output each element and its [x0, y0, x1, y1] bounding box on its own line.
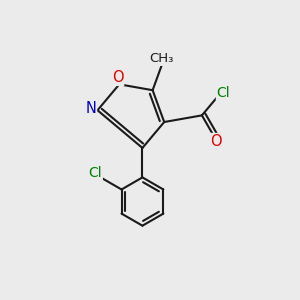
Text: O: O — [112, 70, 124, 85]
Text: CH₃: CH₃ — [149, 52, 174, 65]
Text: Cl: Cl — [217, 86, 230, 100]
Text: Cl: Cl — [88, 167, 102, 180]
Text: N: N — [85, 101, 97, 116]
Text: O: O — [210, 134, 222, 148]
